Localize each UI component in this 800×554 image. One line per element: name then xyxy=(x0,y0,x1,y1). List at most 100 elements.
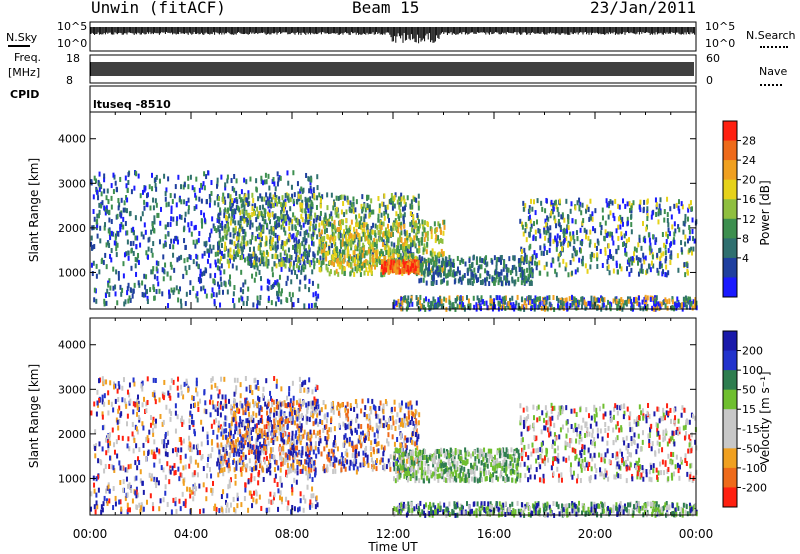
range-cell xyxy=(107,390,110,396)
range-cell xyxy=(179,286,182,292)
range-cell xyxy=(266,278,269,284)
range-cell xyxy=(256,300,259,306)
range-cell xyxy=(417,263,420,269)
range-cell xyxy=(400,237,403,243)
range-cell xyxy=(438,269,441,275)
range-cell xyxy=(603,297,606,303)
range-cell xyxy=(623,233,626,239)
range-cell xyxy=(646,295,649,301)
range-cell xyxy=(210,293,213,299)
range-cell xyxy=(107,282,110,288)
range-cell xyxy=(170,205,173,211)
range-cell xyxy=(571,218,574,224)
range-cell xyxy=(251,262,254,268)
range-cell xyxy=(132,435,135,441)
range-cell xyxy=(425,265,428,271)
range-cell xyxy=(220,431,223,437)
range-cell xyxy=(604,247,607,253)
range-cell xyxy=(637,295,640,301)
range-cell xyxy=(313,260,316,266)
range-cell xyxy=(337,271,340,277)
range-cell xyxy=(628,201,631,207)
range-cell xyxy=(263,219,266,225)
range-cell xyxy=(360,253,363,259)
range-cell xyxy=(562,233,565,239)
range-cell xyxy=(251,212,254,218)
range-cell xyxy=(96,233,99,239)
range-cell xyxy=(259,261,262,267)
range-cell xyxy=(242,289,245,295)
range-cell xyxy=(423,243,426,249)
range-cell xyxy=(516,294,519,300)
range-cell xyxy=(380,212,383,218)
range-cell xyxy=(337,195,340,201)
range-cell xyxy=(357,237,360,243)
range-cell xyxy=(447,271,450,277)
range-cell xyxy=(288,254,291,260)
range-cell xyxy=(219,237,222,243)
range-cell xyxy=(122,216,125,222)
range-cell xyxy=(222,236,225,242)
range-cell xyxy=(217,225,220,231)
range-cell xyxy=(370,264,373,270)
range-cell xyxy=(378,223,381,229)
range-cell xyxy=(261,180,264,186)
range-cell xyxy=(304,251,307,257)
range-cell xyxy=(599,248,602,254)
range-cell xyxy=(569,231,572,237)
range-cell xyxy=(564,297,567,303)
range-cell xyxy=(173,470,176,476)
range-cell xyxy=(292,442,295,448)
range-cell xyxy=(184,211,187,217)
range-cell xyxy=(415,235,418,241)
range-cell xyxy=(160,206,163,212)
range-cell xyxy=(519,218,522,224)
range-cell xyxy=(530,223,533,229)
range-cell xyxy=(188,264,191,270)
range-cell xyxy=(290,184,293,190)
range-cell xyxy=(323,235,326,241)
range-cell xyxy=(203,250,206,256)
range-cell xyxy=(218,266,221,272)
range-cell xyxy=(443,271,446,277)
range-cell xyxy=(256,265,259,271)
range-cell xyxy=(353,250,356,256)
range-cell xyxy=(398,204,401,210)
range-cell xyxy=(251,234,254,240)
range-cell xyxy=(249,257,252,263)
range-cell xyxy=(411,220,414,226)
range-cell xyxy=(137,252,140,258)
range-cell xyxy=(341,258,344,264)
range-cell xyxy=(182,273,185,279)
range-cell xyxy=(364,207,367,213)
range-cell xyxy=(685,261,688,267)
range-cell xyxy=(435,234,438,240)
range-cell xyxy=(259,239,262,245)
range-cell xyxy=(100,203,103,209)
range-cell xyxy=(301,264,304,270)
range-cell xyxy=(355,199,358,205)
range-cell xyxy=(449,271,452,277)
range-cell xyxy=(400,196,403,202)
range-cell xyxy=(511,268,514,274)
range-cell xyxy=(244,231,247,237)
range-cell xyxy=(230,178,233,184)
range-cell xyxy=(288,233,291,239)
range-cell xyxy=(528,208,531,214)
range-cell xyxy=(356,246,359,252)
range-cell xyxy=(384,234,387,240)
range-cell xyxy=(153,274,156,280)
range-cell xyxy=(348,256,351,262)
range-cell xyxy=(261,204,264,210)
range-cell xyxy=(420,303,423,309)
range-cell xyxy=(448,254,451,260)
range-cell xyxy=(222,253,225,259)
range-cell xyxy=(218,259,221,265)
range-cell xyxy=(460,303,463,309)
range-cell xyxy=(319,210,322,216)
range-cell xyxy=(179,298,182,304)
range-cell xyxy=(236,231,239,237)
range-cell xyxy=(387,250,390,256)
range-cell xyxy=(691,250,694,256)
range-cell xyxy=(580,296,583,302)
